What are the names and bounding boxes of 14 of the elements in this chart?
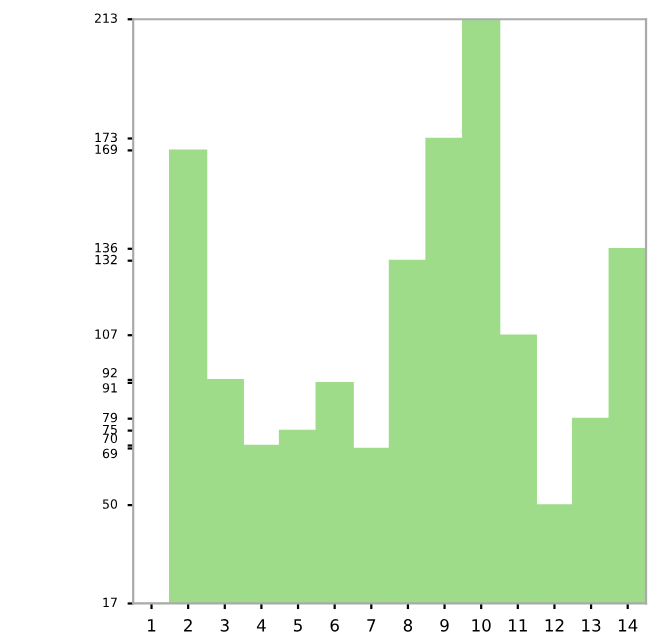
x-tick-label: 2 bbox=[184, 619, 192, 632]
x-tick-label: 8 bbox=[403, 619, 413, 632]
x-tick-label: 6 bbox=[330, 619, 339, 632]
x-tick-label: 3 bbox=[220, 619, 229, 632]
x-tick-label: 7 bbox=[367, 619, 376, 632]
x-tick-label: 14 bbox=[618, 619, 638, 632]
x-tick-label: 12 bbox=[545, 619, 564, 632]
x-tick-label: 1 bbox=[148, 619, 156, 632]
x-tick-label: 11 bbox=[509, 619, 527, 632]
x-tick-label: 9 bbox=[440, 619, 449, 632]
x-tick-label: 5 bbox=[294, 619, 302, 632]
x-tick-label: 10 bbox=[472, 619, 491, 632]
x-tick-label: 4 bbox=[256, 619, 266, 632]
x-tick-label: 13 bbox=[582, 619, 601, 632]
